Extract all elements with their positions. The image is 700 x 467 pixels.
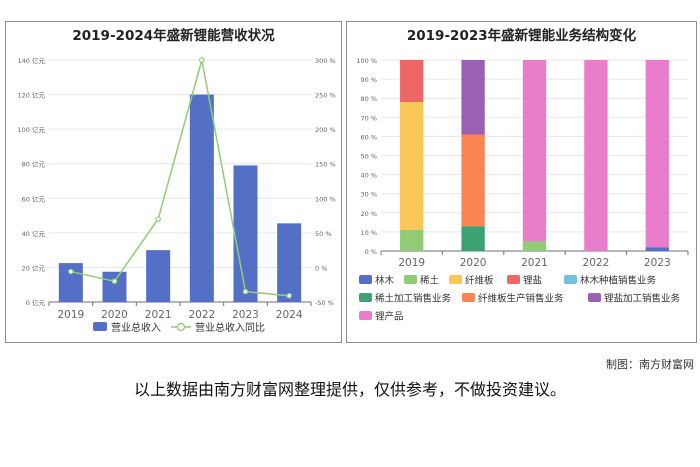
legend-label: 稀土 (420, 275, 440, 287)
y-right-tick-label: 0 % (315, 264, 327, 272)
legend-label-yoy: 营业总收入同比 (195, 321, 265, 334)
y-left-tick-label: 0 亿元 (26, 298, 46, 307)
y-tick-label: 20 % (360, 210, 377, 218)
y-left-tick-label: 20 亿元 (22, 263, 46, 272)
revenue-chart-panel: 2019-2024年盛新锂能营收状况 0 亿元 -50 % 20 亿元 0 % 40 亿… (5, 21, 342, 343)
x-tick-label: 2022 (188, 309, 215, 321)
legend-label: 林木种植销售业务 (580, 275, 657, 287)
legend-label: 林木 (375, 275, 395, 287)
y-tick-label: 70 % (360, 114, 377, 122)
legend-label: 锂产品 (375, 311, 404, 323)
business-structure-chart: 0 % 10 % 20 % 30 % 40 % 50 % 60 % 70 % 80 % 90 % 1… (356, 57, 689, 323)
stacked-bar-segment (645, 60, 669, 248)
y-tick-label: 80 % (360, 95, 377, 103)
stacked-bar-segment (461, 226, 485, 251)
stacked-bar-segment (522, 241, 547, 251)
y-tick-label: 10 % (360, 229, 377, 237)
stacked-bar-segment (400, 60, 424, 103)
x-tick-label: 2021 (145, 309, 172, 321)
legend-swatch (404, 275, 417, 284)
revenue-bar (277, 223, 302, 302)
stacked-bar-segment (645, 247, 669, 251)
y-tick-label: 40 % (360, 172, 377, 180)
y-right-tick-label: 100 % (315, 195, 336, 203)
stacked-bar-segment (584, 60, 608, 251)
x-tick-label: 2024 (276, 309, 303, 321)
y-right-tick-label: -50 % (315, 299, 334, 307)
x-tick-label: 2020 (101, 309, 128, 321)
x-tick-label: 2022 (583, 257, 610, 269)
stacked-bar-segment (400, 229, 424, 251)
revenue-bar (102, 271, 127, 302)
legend-label-revenue: 营业总收入 (111, 321, 161, 334)
legend-swatch (564, 275, 577, 284)
chart-credit: 制图：南方财富网 (606, 358, 694, 371)
y-left-tick-label: 120 亿元 (18, 91, 46, 100)
yoy-growth-point (155, 216, 161, 222)
legend-swatch-revenue (93, 322, 107, 331)
revenue-bar (233, 165, 258, 302)
y-tick-label: 0 % (365, 248, 377, 256)
y-left-tick-label: 100 亿元 (18, 125, 46, 134)
yoy-growth-point (242, 288, 249, 295)
stacked-bar-segment (400, 102, 424, 230)
revenue-chart: 0 亿元 -50 % 20 亿元 0 % 40 亿元 50 % 60 亿元 100 % 80 亿… (18, 56, 336, 334)
y-left-tick-label: 140 亿元 (18, 56, 46, 65)
x-tick-label: 2021 (521, 257, 548, 269)
disclaimer-text: 以上数据由南方财富网整理提供，仅供参考，不做投资建议。 (133, 380, 566, 399)
y-left-tick-label: 40 亿元 (22, 229, 46, 238)
yoy-growth-point (68, 268, 74, 275)
y-right-tick-label: 50 % (315, 230, 332, 238)
x-tick-label: 2023 (644, 257, 671, 269)
business-structure-chart-panel: 2019-2023年盛新锂能业务结构变化 0 % 10 % 20 % 30 % 40 %… (346, 21, 697, 343)
stacked-bar-segment (461, 60, 485, 135)
yoy-growth-point (111, 278, 118, 285)
y-tick-label: 100 % (356, 57, 377, 65)
revenue-bar (189, 94, 214, 302)
legend-swatch (359, 293, 372, 302)
y-right-tick-label: 150 % (315, 161, 336, 169)
y-tick-label: 60 % (360, 133, 377, 141)
legend-swatch (588, 293, 601, 302)
legend-swatch (462, 293, 475, 302)
revenue-bar (146, 250, 171, 302)
stacked-bar-segment (461, 134, 485, 227)
legend-swatch (359, 311, 372, 320)
y-tick-label: 90 % (360, 76, 377, 84)
x-tick-label: 2019 (398, 257, 425, 269)
yoy-growth-point (286, 292, 292, 299)
y-tick-label: 50 % (360, 153, 377, 161)
legend-swatch (449, 275, 462, 284)
revenue-chart-title: 2019-2024年盛新锂能营收状况 (72, 28, 275, 44)
legend-label: 稀土加工销售业务 (375, 293, 452, 305)
x-tick-label: 2020 (460, 257, 487, 269)
y-left-tick-label: 60 亿元 (22, 194, 46, 203)
business-structure-chart-title: 2019-2023年盛新锂能业务结构变化 (406, 28, 637, 44)
legend-swatch-yoy-point (176, 322, 186, 332)
legend-label: 锂盐加工销售业务 (604, 293, 681, 305)
legend-swatch (507, 275, 520, 284)
y-left-tick-label: 80 亿元 (22, 160, 46, 169)
legend-label: 纤维板 (465, 275, 494, 287)
yoy-growth-line (70, 59, 290, 297)
legend-swatch (359, 275, 372, 284)
x-tick-label: 2019 (57, 309, 84, 321)
y-tick-label: 30 % (360, 191, 377, 199)
legend-label: 纤维板生产销售业务 (478, 293, 564, 305)
y-right-tick-label: 300 % (315, 57, 336, 65)
stacked-bar-segment (522, 60, 547, 242)
legend-label: 锂盐 (523, 275, 543, 287)
y-right-tick-label: 250 % (315, 92, 336, 100)
y-right-tick-label: 200 % (315, 126, 336, 134)
x-tick-label: 2023 (232, 309, 259, 321)
yoy-growth-point (199, 57, 205, 63)
